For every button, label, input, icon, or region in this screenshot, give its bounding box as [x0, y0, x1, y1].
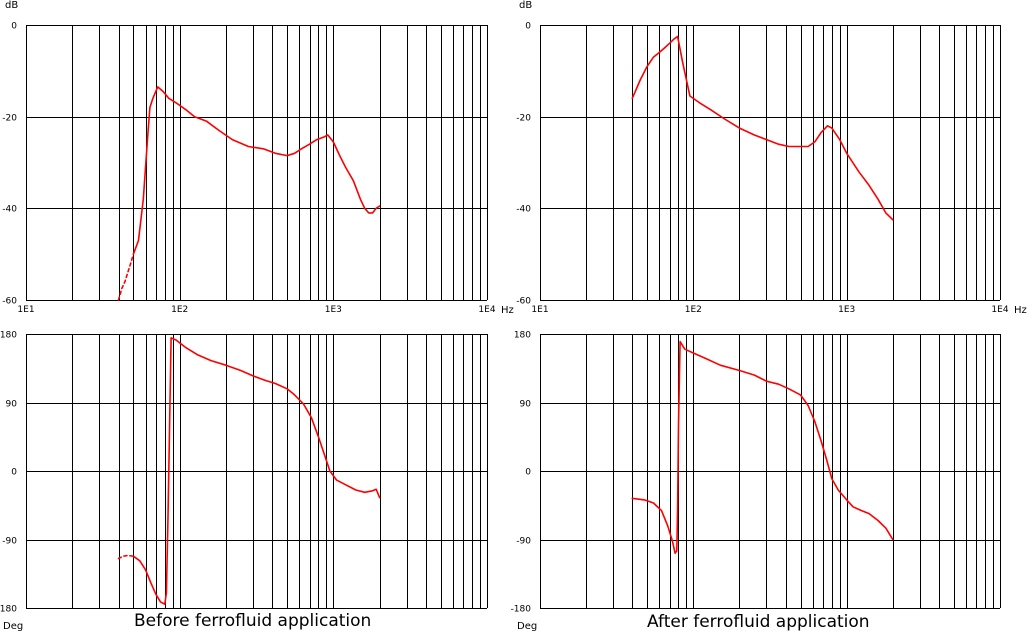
y-tick-label: -20	[2, 114, 17, 124]
x-axis-label: Hz	[501, 305, 514, 316]
x-tick-label: 1E4	[478, 305, 495, 315]
chart-2: 0 -20 -40 -60 dB 1E1 1E2 1E3 1E4 Hz	[516, 0, 1026, 316]
y-tick-label: -90	[516, 537, 531, 547]
series-line-2	[132, 86, 381, 255]
y-tick-label: 0	[11, 22, 17, 32]
x-axis-label: Hz	[1014, 305, 1027, 316]
x-tick-label: 1E4	[991, 305, 1008, 315]
y-tick-label: -20	[516, 114, 531, 124]
series-line-1	[631, 35, 894, 221]
y-tick-label: 90	[520, 400, 532, 410]
y-tick-label: -40	[2, 205, 17, 215]
y-tick-label: 180	[514, 331, 531, 341]
x-tick-label: 1E1	[17, 305, 34, 315]
y-tick-label: 90	[6, 400, 18, 410]
chart-1: 0 -20 -40 -60 dB 1E1 1E2 1E3 1E4 Hz	[2, 0, 513, 316]
y-tick-label: -180	[0, 605, 17, 615]
series-line-1	[117, 554, 135, 560]
y-axis-label: Deg	[517, 621, 537, 632]
y-tick-label: 0	[525, 22, 531, 32]
chart-4: 180 90 0 -90 -180 Deg	[511, 331, 1001, 632]
y-tick-label: -90	[2, 537, 17, 547]
x-tick-label: 1E2	[685, 305, 702, 315]
x-tick-label: 1E1	[531, 305, 548, 315]
y-tick-label: 0	[525, 468, 531, 478]
x-tick-label: 1E2	[171, 305, 188, 315]
y-axis-label: dB	[519, 0, 532, 11]
y-axis-label: dB	[5, 0, 18, 11]
caption-before: Before ferrofluid application	[134, 611, 372, 631]
y-tick-label: 0	[11, 468, 17, 478]
y-tick-label: -40	[516, 205, 531, 215]
series-line-1	[631, 340, 894, 555]
series-line-2	[132, 336, 381, 606]
x-tick-label: 1E3	[325, 305, 342, 315]
series-line-1	[117, 253, 135, 301]
chart-3: 180 90 0 -90 -180 Deg	[0, 331, 488, 632]
y-tick-label: -180	[511, 605, 532, 615]
y-tick-label: -60	[2, 297, 17, 307]
y-tick-label: -60	[516, 297, 531, 307]
y-axis-label: Deg	[3, 621, 23, 632]
y-tick-label: 180	[0, 331, 17, 341]
caption-after: After ferrofluid application	[647, 612, 870, 632]
x-tick-label: 1E3	[838, 305, 855, 315]
